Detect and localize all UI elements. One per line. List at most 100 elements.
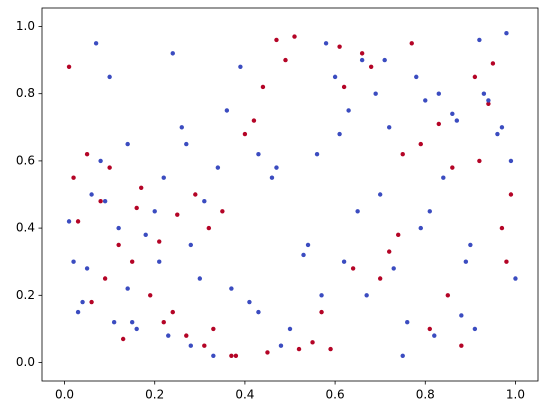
point [75, 219, 81, 224]
point [102, 199, 108, 204]
point [450, 111, 455, 117]
point [206, 225, 212, 231]
point [134, 205, 139, 211]
y-tick-label: 0.6 [16, 153, 35, 167]
point [125, 141, 130, 147]
point [486, 101, 491, 106]
point [93, 41, 99, 46]
point [296, 346, 302, 352]
point [377, 192, 383, 197]
point [499, 225, 505, 231]
point [508, 192, 514, 197]
point [436, 121, 441, 127]
point [454, 118, 460, 123]
point [184, 141, 189, 147]
point [179, 125, 184, 130]
point [188, 242, 193, 248]
point [84, 151, 90, 157]
x-tick-label: 0.2 [145, 388, 164, 402]
point [229, 353, 234, 358]
point [238, 64, 243, 70]
point [129, 319, 135, 325]
point [71, 175, 76, 180]
point [197, 276, 203, 281]
point [409, 41, 414, 46]
point [80, 299, 85, 305]
point [256, 151, 261, 157]
point [120, 336, 126, 342]
point [278, 343, 284, 348]
point [314, 151, 320, 157]
point [319, 293, 324, 298]
point [129, 259, 135, 264]
point [157, 259, 162, 264]
plot-frame [41, 7, 539, 382]
point [405, 319, 410, 325]
point [387, 249, 392, 254]
point [400, 151, 405, 157]
point [346, 108, 351, 113]
point [459, 313, 464, 318]
point [116, 242, 121, 248]
point [116, 225, 121, 231]
point [364, 293, 369, 298]
point [355, 209, 360, 214]
point [319, 309, 324, 315]
point [269, 175, 275, 180]
point [89, 192, 94, 197]
point [341, 259, 347, 264]
point [292, 34, 297, 39]
point [98, 158, 103, 164]
point [463, 259, 469, 264]
point [423, 98, 428, 103]
point [350, 266, 356, 271]
point [220, 209, 225, 214]
point [256, 309, 261, 315]
point [332, 74, 338, 80]
point [71, 259, 76, 264]
point [107, 74, 112, 80]
point [111, 319, 117, 325]
point [166, 333, 171, 338]
point [283, 57, 288, 63]
point [134, 326, 139, 332]
point [391, 266, 396, 271]
point [441, 175, 446, 180]
point [170, 51, 175, 56]
point [472, 74, 478, 80]
point [75, 309, 81, 315]
point [472, 326, 478, 332]
point [265, 350, 270, 355]
point [504, 31, 509, 36]
point [513, 276, 518, 281]
point [161, 319, 166, 325]
point [477, 158, 482, 164]
point [436, 91, 441, 96]
point [459, 343, 464, 348]
point [368, 64, 374, 70]
point [328, 346, 333, 352]
point [188, 343, 193, 348]
point [310, 340, 315, 345]
point [450, 165, 455, 170]
point [161, 175, 166, 180]
point [373, 91, 378, 96]
x-tick-label: 1.0 [506, 388, 525, 402]
point [490, 61, 496, 66]
point [400, 353, 405, 358]
point [211, 326, 216, 332]
point [202, 343, 207, 348]
point [499, 125, 505, 130]
point [107, 165, 112, 170]
y-tick-label: 0.0 [16, 355, 35, 369]
y-tick-label: 0.4 [16, 221, 35, 235]
point [170, 309, 175, 315]
point [418, 141, 423, 147]
point [377, 276, 383, 281]
point [427, 209, 432, 214]
point [242, 131, 248, 137]
point [427, 326, 432, 332]
point [66, 219, 72, 224]
